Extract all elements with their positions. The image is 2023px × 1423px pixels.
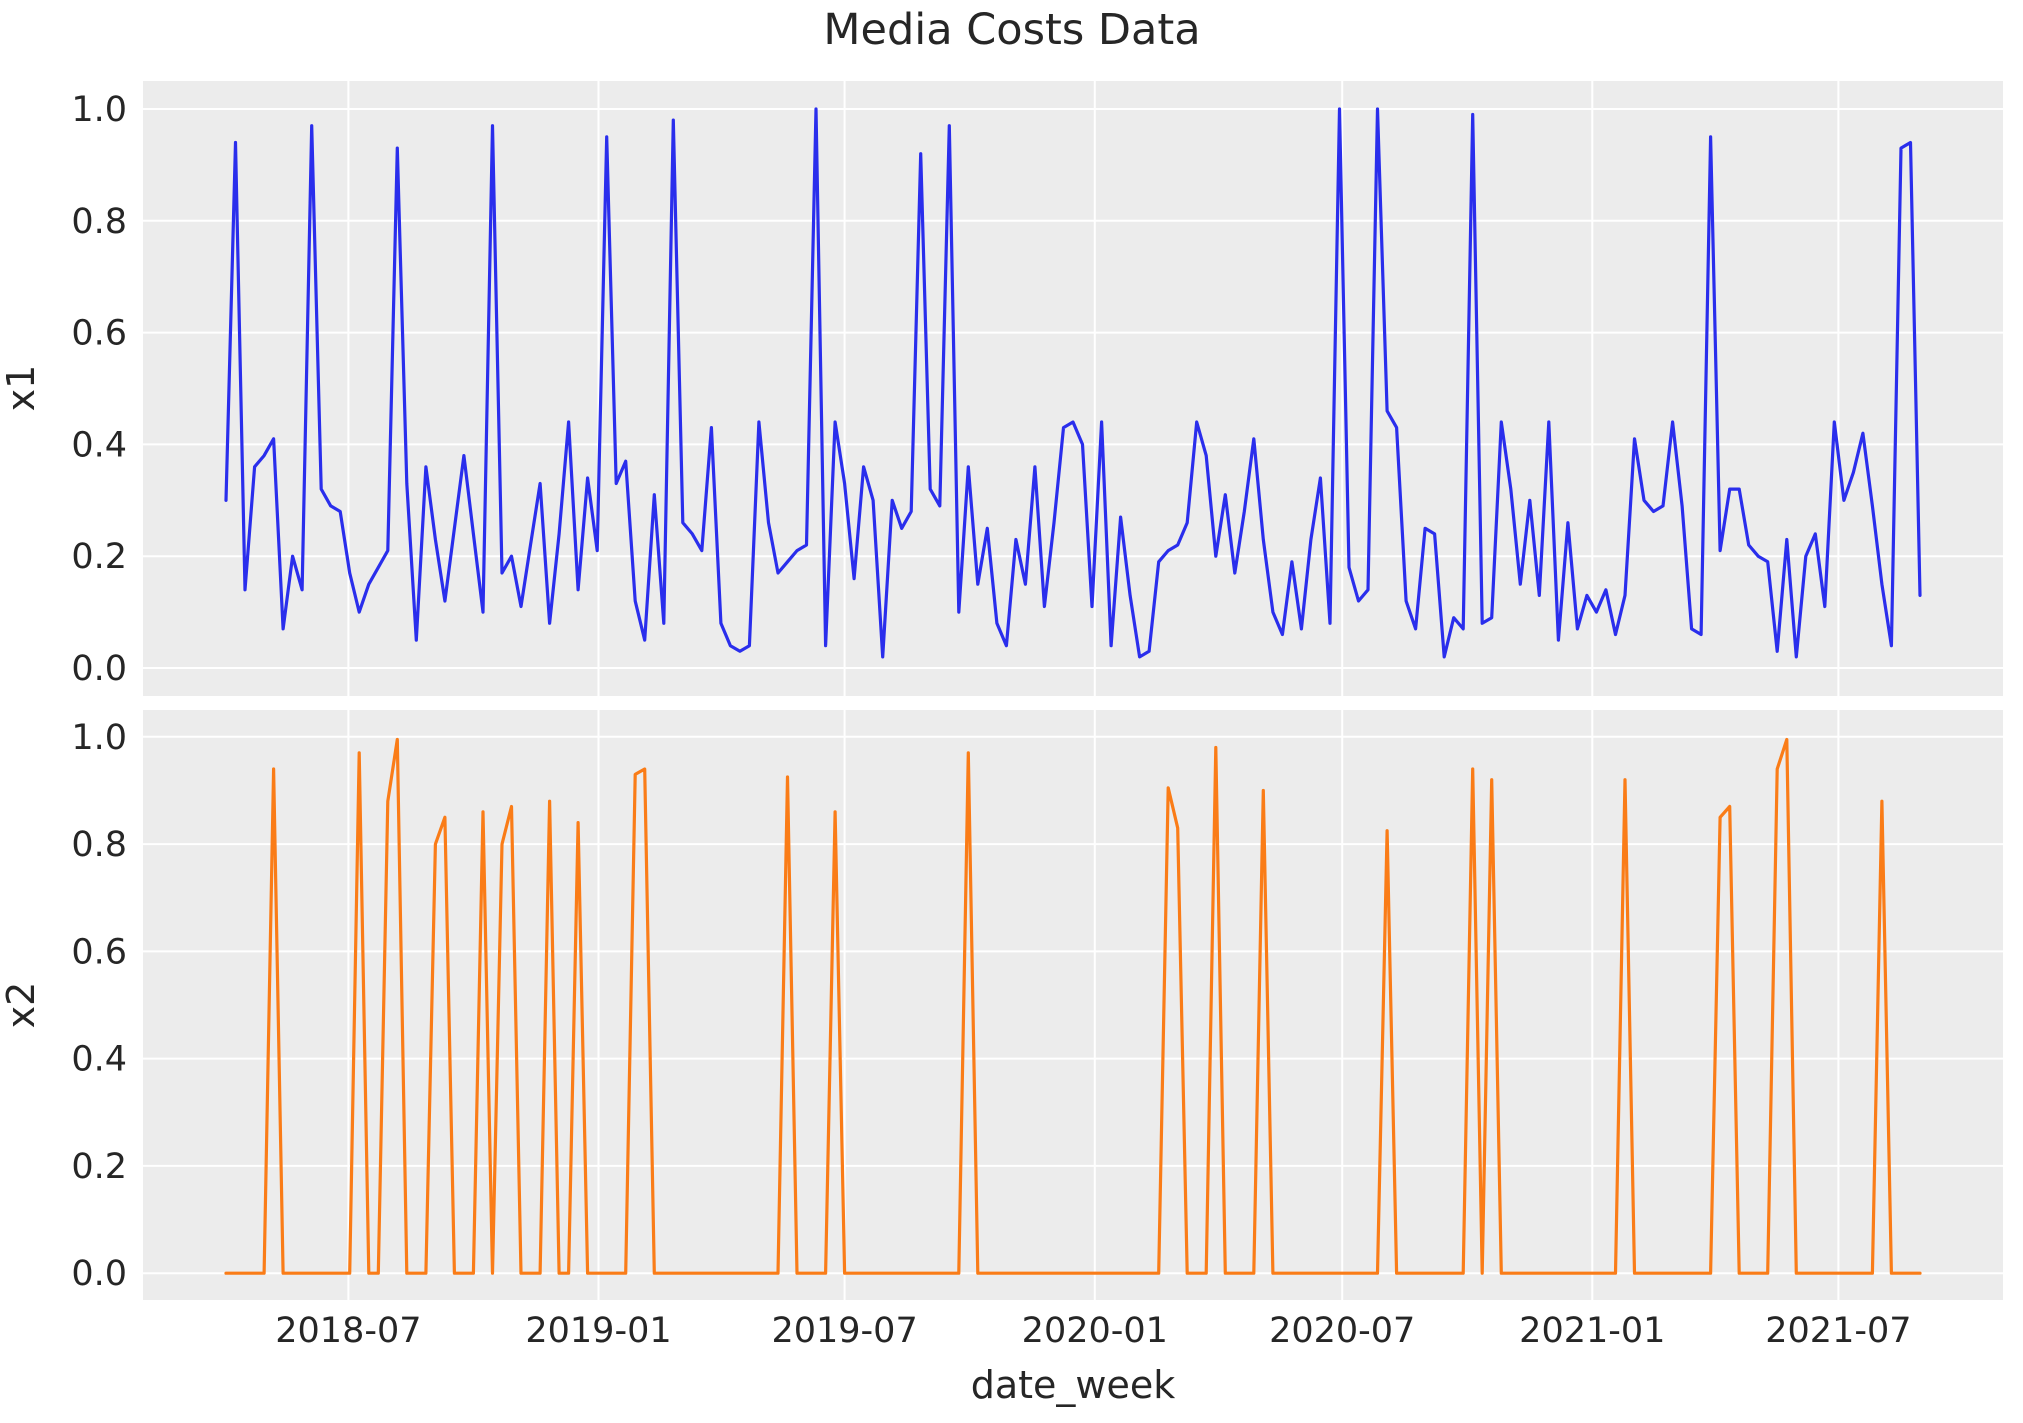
y-tick-label: 0.2 (71, 1147, 127, 1187)
y-tick-label: 0.0 (71, 1254, 127, 1294)
y-tick-label: 0.4 (71, 1040, 127, 1080)
x-tick-label: 2019-07 (771, 1311, 917, 1351)
y-tick-label: 1.0 (71, 90, 127, 130)
y-tick-label: 0.0 (71, 649, 127, 689)
y-tick-label: 0.8 (71, 202, 127, 242)
subplot-x2: 0.0 0.2 0.4 0.6 0.8 1.0 2018-07 2019-01 2019-07 2… (71, 710, 2003, 1351)
y-tick-label: 0.8 (71, 825, 127, 865)
y-tick-label: 0.6 (71, 932, 127, 972)
y-tick-label: 0.2 (71, 537, 127, 577)
plot-background (143, 710, 2003, 1300)
y-tick-label: 1.0 (71, 718, 127, 758)
x-tick-label: 2019-01 (525, 1311, 671, 1351)
plot-background (143, 81, 2003, 696)
x2-line (224, 737, 1922, 1275)
subplot-x1: 0.0 0.2 0.4 0.6 0.8 1.0 (71, 81, 2003, 696)
figure-title: Media Costs Data (823, 5, 1200, 55)
x-tick-label: 2020-07 (1269, 1311, 1415, 1351)
y-tick-label: 0.4 (71, 425, 127, 465)
y-axis-label-x2: x2 (0, 982, 43, 1029)
x-tick-label: 2020-01 (1022, 1311, 1168, 1351)
y-tick-label: 0.6 (71, 314, 127, 354)
x-axis-label: date_week (971, 1363, 1176, 1407)
x-tick-label: 2021-07 (1765, 1311, 1911, 1351)
x-tick-label: 2018-07 (275, 1311, 421, 1351)
x1-line (224, 107, 1922, 659)
x-tick-label: 2021-01 (1519, 1311, 1665, 1351)
y-axis-label-x1: x1 (0, 365, 43, 412)
